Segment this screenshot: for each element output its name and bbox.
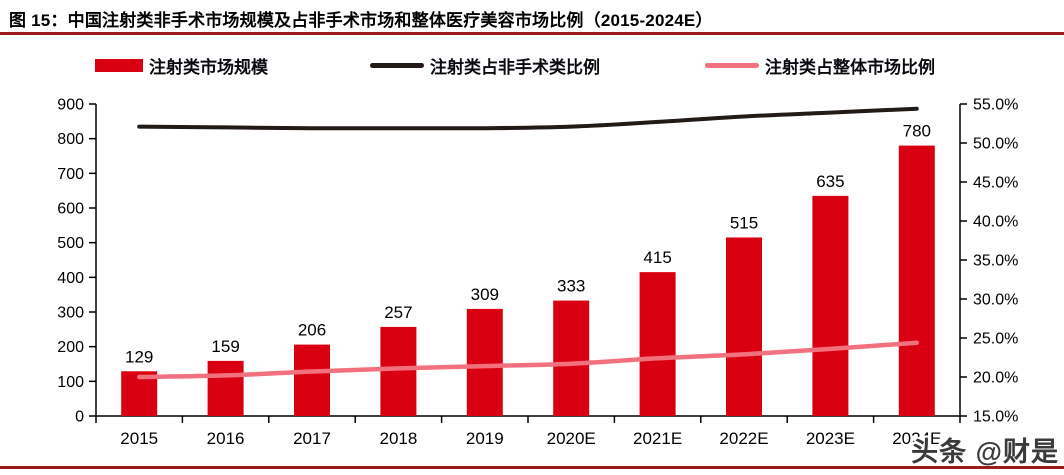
right-axis-label: 45.0%: [973, 175, 1018, 192]
x-axis-category-label: 2019: [466, 429, 504, 448]
right-axis-label: 20.0%: [973, 370, 1018, 387]
legend-line-swatch-icon: [370, 62, 424, 68]
bar-2022E: [726, 237, 762, 416]
bar-2021E: [639, 272, 676, 416]
bar-2024E: [898, 145, 935, 416]
bar-2020E: [553, 300, 590, 416]
left-axis-label: 200: [57, 339, 84, 356]
left-axis-label: 300: [57, 305, 84, 322]
left-axis-label: 0: [75, 409, 84, 426]
right-axis-label: 35.0%: [973, 253, 1018, 270]
bar-2023E: [812, 195, 849, 416]
nonsurgical-ratio-line: [137, 106, 919, 131]
left-axis-label: 500: [57, 235, 84, 252]
left-axis-label: 800: [57, 131, 84, 148]
x-axis-category-label: 2018: [379, 429, 417, 448]
right-axis-label: 40.0%: [973, 214, 1018, 231]
bar-2019: [466, 308, 503, 416]
bar-value-label: 415: [643, 248, 671, 267]
legend-item-nonsurgical-ratio: 注射类占非手术类比例: [370, 50, 600, 80]
chart-canvas: 0 100 200 300 400 500 600 700 800 900 15.0% 20.0% 25…: [57, 97, 1018, 449]
bar-2017: [294, 344, 330, 416]
legend-label: 注射类市场规模: [149, 57, 268, 77]
x-axis-category-label: 2016: [207, 429, 245, 448]
bar-value-label: 515: [730, 213, 758, 232]
bar-2018: [380, 326, 417, 416]
legend-line-swatch-icon: [705, 62, 759, 68]
bottom-rule-divider: [0, 466, 1064, 469]
bar-value-label: 635: [816, 172, 844, 191]
bar-value-label: 129: [125, 347, 153, 366]
right-axis-label: 15.0%: [973, 409, 1018, 426]
bar-value-label: 257: [384, 303, 412, 322]
page-title: 图 15：中国注射类非手术市场规模及占非手术市场和整体医疗美容市场比例（2015…: [9, 11, 713, 30]
bar-value-label: 333: [557, 277, 585, 296]
left-axis-label: 900: [57, 97, 84, 114]
x-axis-category-label: 2021E: [633, 429, 682, 448]
x-axis-category-label: 2017: [293, 429, 331, 448]
bar-value-label: 206: [298, 321, 326, 340]
legend-item-overall-ratio: 注射类占整体市场比例: [705, 50, 935, 80]
axes: 0 100 200 300 400 500 600 700 800 900 15.0% 20.0% 25…: [57, 97, 1018, 449]
legend: 注射类市场规模 注射类占非手术类比例 注射类占整体市场比例: [0, 50, 1064, 80]
bar-value-label: 780: [903, 122, 931, 141]
bar-value-label: 159: [211, 337, 239, 356]
right-axis-label: 55.0%: [973, 97, 1018, 114]
bar-value-label: 309: [471, 285, 499, 304]
title-rule-divider: [0, 32, 1064, 35]
legend-label: 注射类占整体市场比例: [765, 57, 935, 77]
bar-2016: [207, 360, 244, 416]
legend-bar-swatch-icon: [95, 58, 143, 72]
legend-label: 注射类占非手术类比例: [430, 57, 600, 77]
legend-item-bar-series: 注射类市场规模: [95, 50, 268, 80]
left-axis-label: 600: [57, 201, 84, 218]
x-axis-category-label: 2023E: [806, 429, 855, 448]
right-axis-label: 25.0%: [973, 331, 1018, 348]
left-axis-label: 700: [57, 166, 84, 183]
right-axis-label: 30.0%: [973, 292, 1018, 309]
overall-ratio-line: [136, 340, 920, 380]
watermark: 头条 @财是: [911, 437, 1059, 467]
x-axis-category-label: 2020E: [547, 429, 596, 448]
right-axis-label: 50.0%: [973, 136, 1018, 153]
x-axis-category-label: 2024E: [892, 429, 941, 448]
x-axis-category-label: 2022E: [719, 429, 768, 448]
left-axis-label: 100: [57, 374, 84, 391]
bars: 129 159 206 257 309 333 415 515 635 780: [121, 122, 935, 416]
figure-header: 图 15：中国注射类非手术市场规模及占非手术市场和整体医疗美容市场比例（2015…: [0, 0, 1064, 31]
left-axis-label: 400: [57, 270, 84, 287]
x-axis-category-label: 2015: [120, 429, 158, 448]
